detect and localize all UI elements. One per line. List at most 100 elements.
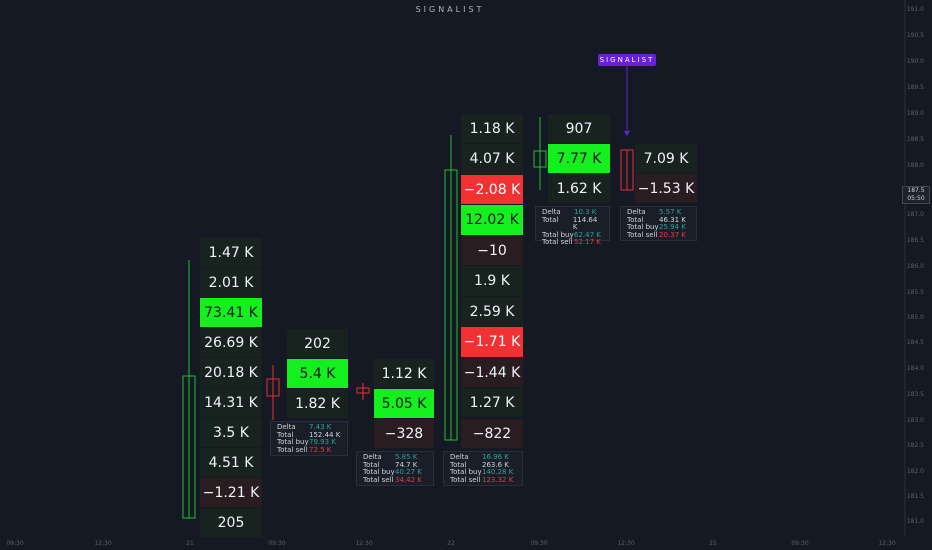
time-label: 09:30 <box>268 540 286 547</box>
summary-value: 5.85 K <box>395 453 418 461</box>
price-label: 185.5 <box>906 289 924 296</box>
footprint-cell: 1.18 K <box>461 113 523 144</box>
summary-value: 74.7 K <box>395 460 418 469</box>
price-label: 184.0 <box>906 365 924 372</box>
footprint-cell: 14.31 K <box>200 387 262 417</box>
time-label: 21 <box>186 540 194 547</box>
price-label: 181.0 <box>906 518 924 525</box>
footprint-cell: 3.5 K <box>200 417 262 447</box>
footprint-cell: 12.02 K <box>461 204 523 235</box>
price-label: 188.0 <box>906 162 924 169</box>
price-label: 183.5 <box>906 391 924 398</box>
summary-row: Total 74.7 K <box>363 460 427 470</box>
summary-label: Delta <box>450 453 469 461</box>
summary-label: Total buy <box>542 230 574 239</box>
current-price-time: 05:50 <box>907 195 925 202</box>
summary-row: Total sell 72.5 K <box>277 446 341 455</box>
price-label: 190.0 <box>906 58 924 65</box>
footprint-cell: −1.71 K <box>461 326 523 357</box>
footprint-cell: 1.27 K <box>461 387 523 418</box>
summary-row: Delta 16.96 K <box>450 453 516 462</box>
time-label: 12:30 <box>878 540 896 547</box>
summary-row: Total sell 123.32 K <box>450 475 516 485</box>
summary-row: Total 114.64 K <box>542 216 603 232</box>
summary-box: Delta 5.85 K Total 74.7 K Total buy 40.27 K To… <box>356 451 434 486</box>
summary-value: 16.96 K <box>482 453 509 461</box>
summary-row: Total buy 79.93 K <box>277 438 341 447</box>
summary-value: 52.17 K <box>574 238 601 246</box>
footprint-cell: 73.41 K <box>200 297 262 327</box>
summary-label: Total sell <box>627 230 658 239</box>
footprint-cell: 5.05 K <box>374 388 434 418</box>
signal-badge: SIGNALIST <box>598 54 656 66</box>
summary-value: 46.31 K <box>659 215 686 224</box>
summary-value: 40.27 K <box>395 468 422 476</box>
summary-row: Delta 7.43 K <box>277 423 341 432</box>
summary-label: Total buy <box>627 223 659 231</box>
footprint-cell: 1.12 K <box>374 358 434 388</box>
footprint-cell: 202 <box>287 328 348 358</box>
time-label: 22 <box>447 540 455 547</box>
summary-row: Delta 5.57 K <box>627 208 690 217</box>
summary-label: Delta <box>277 423 296 431</box>
time-label: 12:30 <box>94 540 112 547</box>
footprint-cell: 4.51 K <box>200 447 262 477</box>
footprint-cell: 7.77 K <box>548 143 610 173</box>
footprint-cell: −822 <box>461 417 523 448</box>
summary-label: Total sell <box>450 475 481 484</box>
summary-row: Total buy 140.28 K <box>450 468 516 477</box>
chart-title: SIGNALIST <box>415 5 485 14</box>
summary-row: Total buy 62.47 K <box>542 230 603 240</box>
summary-label: Total sell <box>542 238 573 246</box>
price-label: 186.5 <box>906 237 924 244</box>
summary-label: Delta <box>627 208 646 216</box>
footprint-cell: 5.4 K <box>287 358 348 388</box>
candle-body <box>182 375 196 519</box>
summary-value: 123.32 K <box>482 475 514 484</box>
summary-label: Total buy <box>363 468 395 476</box>
summary-label: Total <box>363 460 380 469</box>
candle-body <box>444 169 458 441</box>
footprint-cell: −1.53 K <box>635 173 697 203</box>
time-label: 09:30 <box>791 540 809 547</box>
time-label: 12:30 <box>617 540 635 547</box>
footprint-cell: 2.01 K <box>200 267 262 297</box>
summary-value: 5.57 K <box>659 208 682 216</box>
summary-row: Total sell 20.37 K <box>627 230 690 240</box>
price-label: 190.5 <box>906 32 924 39</box>
footprint-cell: 26.69 K <box>200 327 262 357</box>
time-label: 09:30 <box>6 540 24 547</box>
summary-box: Delta 16.96 K Total 263.6 K Total buy 140.28 … <box>443 451 523 486</box>
summary-row: Total buy 40.27 K <box>363 468 427 477</box>
candle-body <box>356 387 370 394</box>
summary-row: Total 263.6 K <box>450 461 516 470</box>
footprint-cell: 7.09 K <box>635 143 697 173</box>
current-price: 187.5 05:50 <box>902 186 930 204</box>
summary-value: 140.28 K <box>482 468 514 476</box>
price-label: 188.5 <box>906 136 924 143</box>
price-label: 182.5 <box>906 442 924 449</box>
summary-row: Total sell 34.42 K <box>363 475 427 485</box>
price-label: 183.0 <box>906 417 924 424</box>
footprint-cell: −328 <box>374 418 434 448</box>
summary-label: Total <box>277 430 294 439</box>
footprint-cell: 20.18 K <box>200 357 262 387</box>
time-label: 09:30 <box>530 540 548 547</box>
price-label: 186.0 <box>906 263 924 270</box>
price-label: 185.0 <box>906 314 924 321</box>
footprint-cell: 205 <box>200 507 262 537</box>
summary-value: 34.42 K <box>395 475 422 484</box>
price-label: 184.5 <box>906 339 924 346</box>
footprint-cell: −10 <box>461 234 523 266</box>
badge-arrow <box>624 131 630 136</box>
footprint-cell: 1.82 K <box>287 388 348 418</box>
candle-body <box>533 150 547 168</box>
summary-box: Delta 10.3 K Total 114.64 K Total buy 62.47 K… <box>535 206 610 246</box>
time-label: 12:30 <box>355 540 373 547</box>
summary-row: Total buy 25.94 K <box>627 223 690 232</box>
summary-value: 25.94 K <box>659 223 686 231</box>
price-label: 182.0 <box>906 468 924 475</box>
